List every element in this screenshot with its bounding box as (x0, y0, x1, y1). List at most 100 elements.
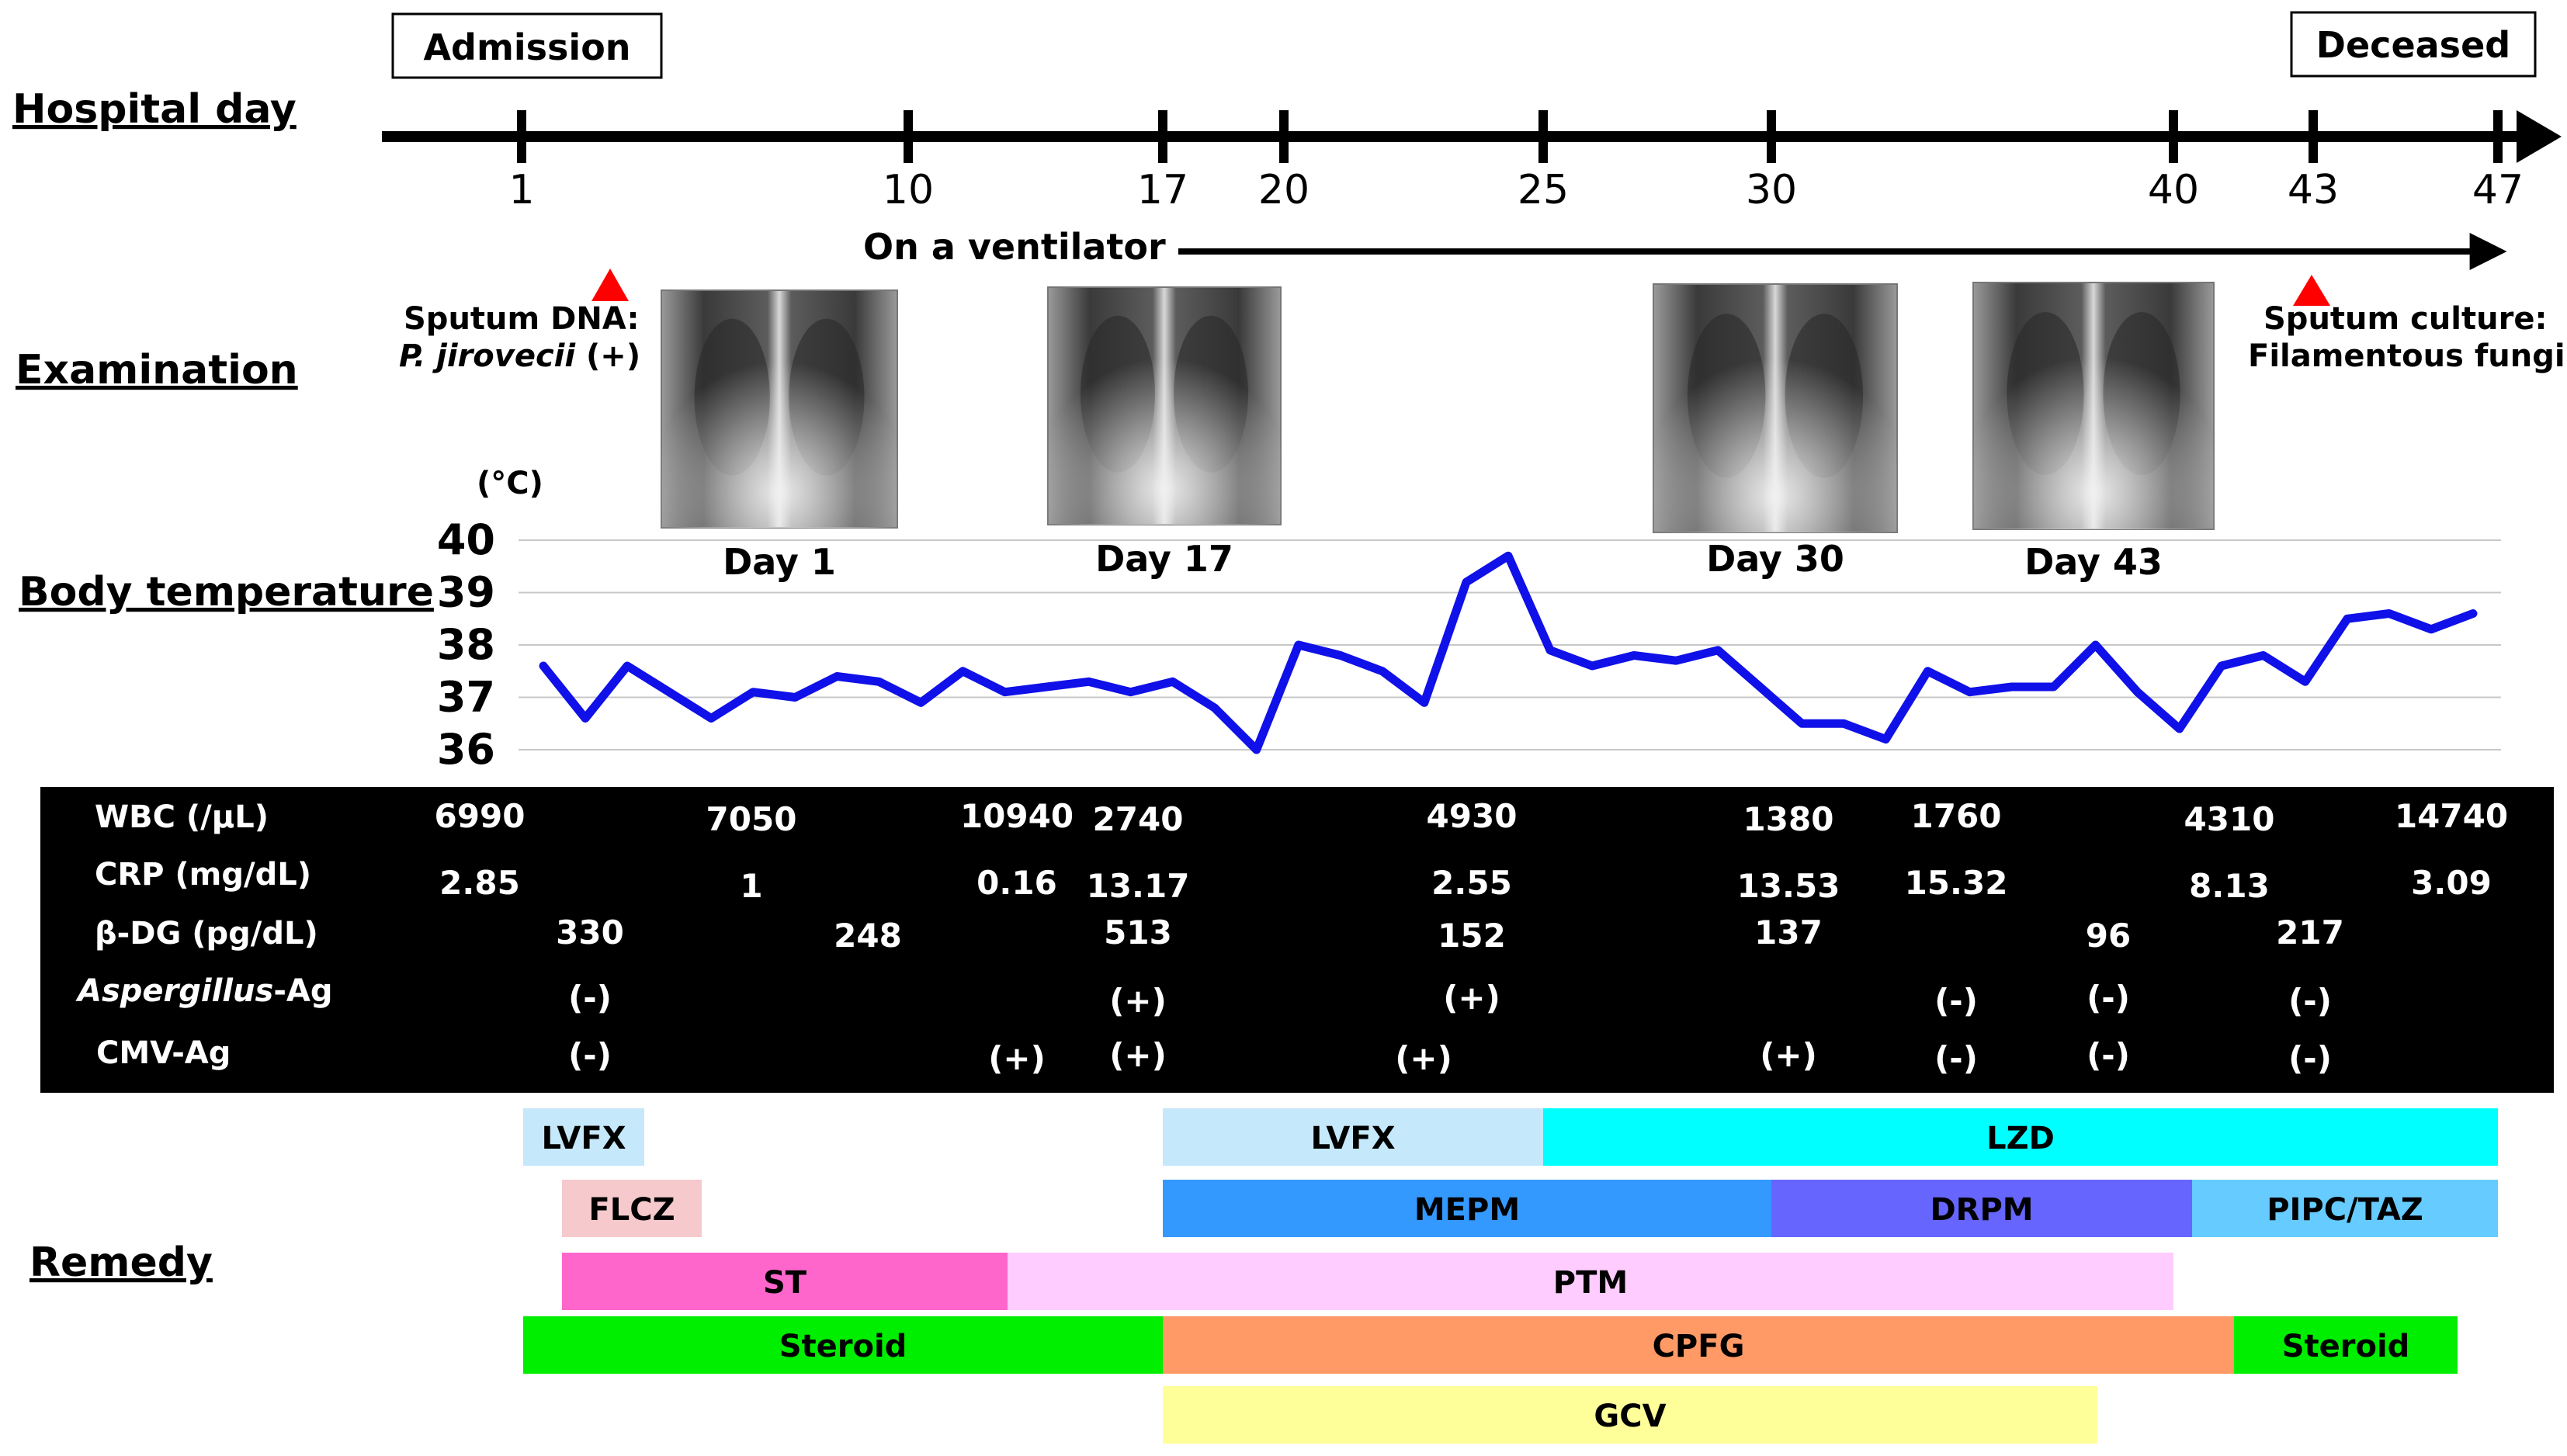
chest-xray-images: Day 1 Day 17 Day 30 Day 43 (661, 282, 2215, 583)
remedy-bar: DRPM (1771, 1180, 2192, 1237)
temperature-y-tick: 36 (437, 725, 495, 774)
temperature-point (834, 674, 840, 679)
temperature-gridlines (519, 539, 2501, 751)
chest-xray-image (1047, 286, 1282, 525)
temperature-point (1379, 668, 1385, 674)
lab-cell-value: 330 (556, 913, 624, 952)
lab-cell-value: 4310 (2184, 800, 2275, 838)
remedy-bar-fill (1008, 1253, 2173, 1310)
timeline-ticks: 1 10 17 20 25 30 40 43 47 (508, 110, 2524, 213)
remedy-bar-fill (2192, 1180, 2498, 1237)
lab-cell-value: (-) (2288, 1039, 2332, 1077)
lab-cell-value: 2.55 (1431, 864, 1512, 902)
temperature-point (876, 679, 882, 685)
admission-label: Admission (423, 26, 630, 68)
timeline-tick-label: 25 (1518, 167, 1569, 213)
remedy-bar: LVFX (1163, 1108, 1543, 1166)
remedy-bar-fill (1771, 1180, 2192, 1237)
temperature-point (1044, 685, 1049, 689)
lab-cell-value: (-) (2087, 1036, 2130, 1074)
lab-cell-value: (-) (1934, 1039, 1978, 1077)
temperature-series (539, 551, 2478, 754)
lab-cell-value: (+) (988, 1039, 1046, 1077)
temperature-point (2428, 626, 2433, 632)
temperature-point (1296, 643, 1301, 647)
lab-row-label: CRP (mg/dL) (95, 857, 311, 893)
temperature-point (793, 695, 798, 700)
temperature-point (1506, 553, 1511, 559)
temperature-point (583, 716, 588, 721)
remedy-bar-fill (562, 1180, 702, 1237)
remedy-bar-label: PTM (1553, 1265, 1628, 1301)
lab-cell-value: 1 (740, 867, 762, 905)
temperature-point (751, 689, 756, 695)
remedy-bar: MEPM (1163, 1180, 1771, 1237)
remedy-timeline: LVFX LVFX LZD FLCZ MEPM DRPM PIPC/TAZ ST PTM Ster… (523, 1108, 2498, 1444)
temperature-point (2218, 664, 2224, 668)
xray-caption: Day 43 (2024, 541, 2163, 583)
temperature-point (1841, 721, 1847, 726)
remedy-bar-label: LVFX (1310, 1121, 1395, 1156)
xray-caption: Day 17 (1095, 538, 1233, 580)
lab-table: WBC (/µL) 6990 7050 10940 2740 4930 1380 1760 43… (40, 787, 2554, 1093)
lab-cell-value: 2740 (1093, 800, 1184, 838)
timeline-arrow-head (2517, 110, 2562, 163)
timeline-tick-label: 1 (508, 167, 534, 213)
lab-cell-value: 248 (834, 917, 902, 955)
remedy-bar-fill (523, 1316, 1163, 1374)
lab-cell-value: (-) (1934, 982, 1978, 1020)
remedy-bar: LVFX (523, 1108, 644, 1166)
lab-row-label: Aspergillus-Ag (75, 973, 333, 1009)
chest-xray-image (661, 289, 898, 529)
timeline-tick-label: 30 (1746, 167, 1797, 213)
lab-cell-value: 15.32 (1905, 864, 2008, 902)
sputum-dna-result: P. jirovecii (+) (399, 338, 640, 374)
lab-cell-value: (+) (1760, 1036, 1817, 1074)
temperature-unit-label: (°C) (477, 466, 543, 501)
lab-cell-value: (-) (568, 979, 612, 1017)
xray-caption: Day 30 (1706, 538, 1844, 580)
remedy-bar: PIPC/TAZ (2192, 1180, 2498, 1237)
temperature-point (2093, 643, 2098, 647)
temperature-point (2386, 611, 2392, 616)
temperature-point (1421, 700, 1427, 705)
lab-cell-value: 10940 (960, 797, 1074, 835)
temperature-point (1128, 689, 1133, 695)
temperature-point (2051, 685, 2056, 689)
lab-cell-value: 13.53 (1737, 867, 1840, 905)
temperature-line (539, 551, 2478, 754)
sputum-dna-positive: (+) (575, 338, 640, 374)
remedy-bar-fill (1163, 1108, 1543, 1166)
remedy-bar-label: LVFX (541, 1121, 626, 1156)
temperature-point (1715, 647, 1721, 653)
temperature-point (2177, 726, 2182, 731)
xray-caption: Day 1 (723, 541, 836, 583)
lab-cell-value: 137 (1754, 913, 1823, 952)
remedy-bar: LZD (1543, 1108, 2498, 1166)
lab-cell-value: 217 (2276, 913, 2344, 952)
lab-cell-value: 96 (2086, 917, 2131, 955)
temperature-point (1925, 668, 1930, 674)
temperature-point (1967, 689, 1972, 695)
deceased-box: Deceased (2290, 11, 2537, 78)
remedy-bar-fill (1543, 1108, 2498, 1166)
temperature-point (2135, 689, 2140, 695)
temperature-point (1590, 664, 1595, 668)
temperature-point (667, 689, 672, 695)
temperature-point (2344, 616, 2350, 622)
temperature-point (1212, 705, 1217, 710)
lab-row-label-text: WBC (/µL) (95, 799, 269, 835)
remedy-bar: GCV (1163, 1386, 2097, 1444)
sputum-dna-marker-icon (591, 269, 629, 301)
sputum-culture-marker-icon (2293, 275, 2330, 306)
remedy-bar-label: DRPM (1930, 1192, 2033, 1228)
remedy-bar-fill (1163, 1316, 2234, 1374)
ventilator-label: On a ventilator (863, 226, 1166, 268)
temperature-point (1799, 721, 1805, 726)
lab-row-label-text: CRP (mg/dL) (95, 857, 311, 893)
temperature-point (541, 664, 546, 668)
lab-cell-value: (+) (1109, 982, 1167, 1020)
admission-box: Admission (391, 12, 663, 79)
remedy-bar-fill (562, 1253, 1008, 1310)
temperature-point (1002, 689, 1008, 695)
